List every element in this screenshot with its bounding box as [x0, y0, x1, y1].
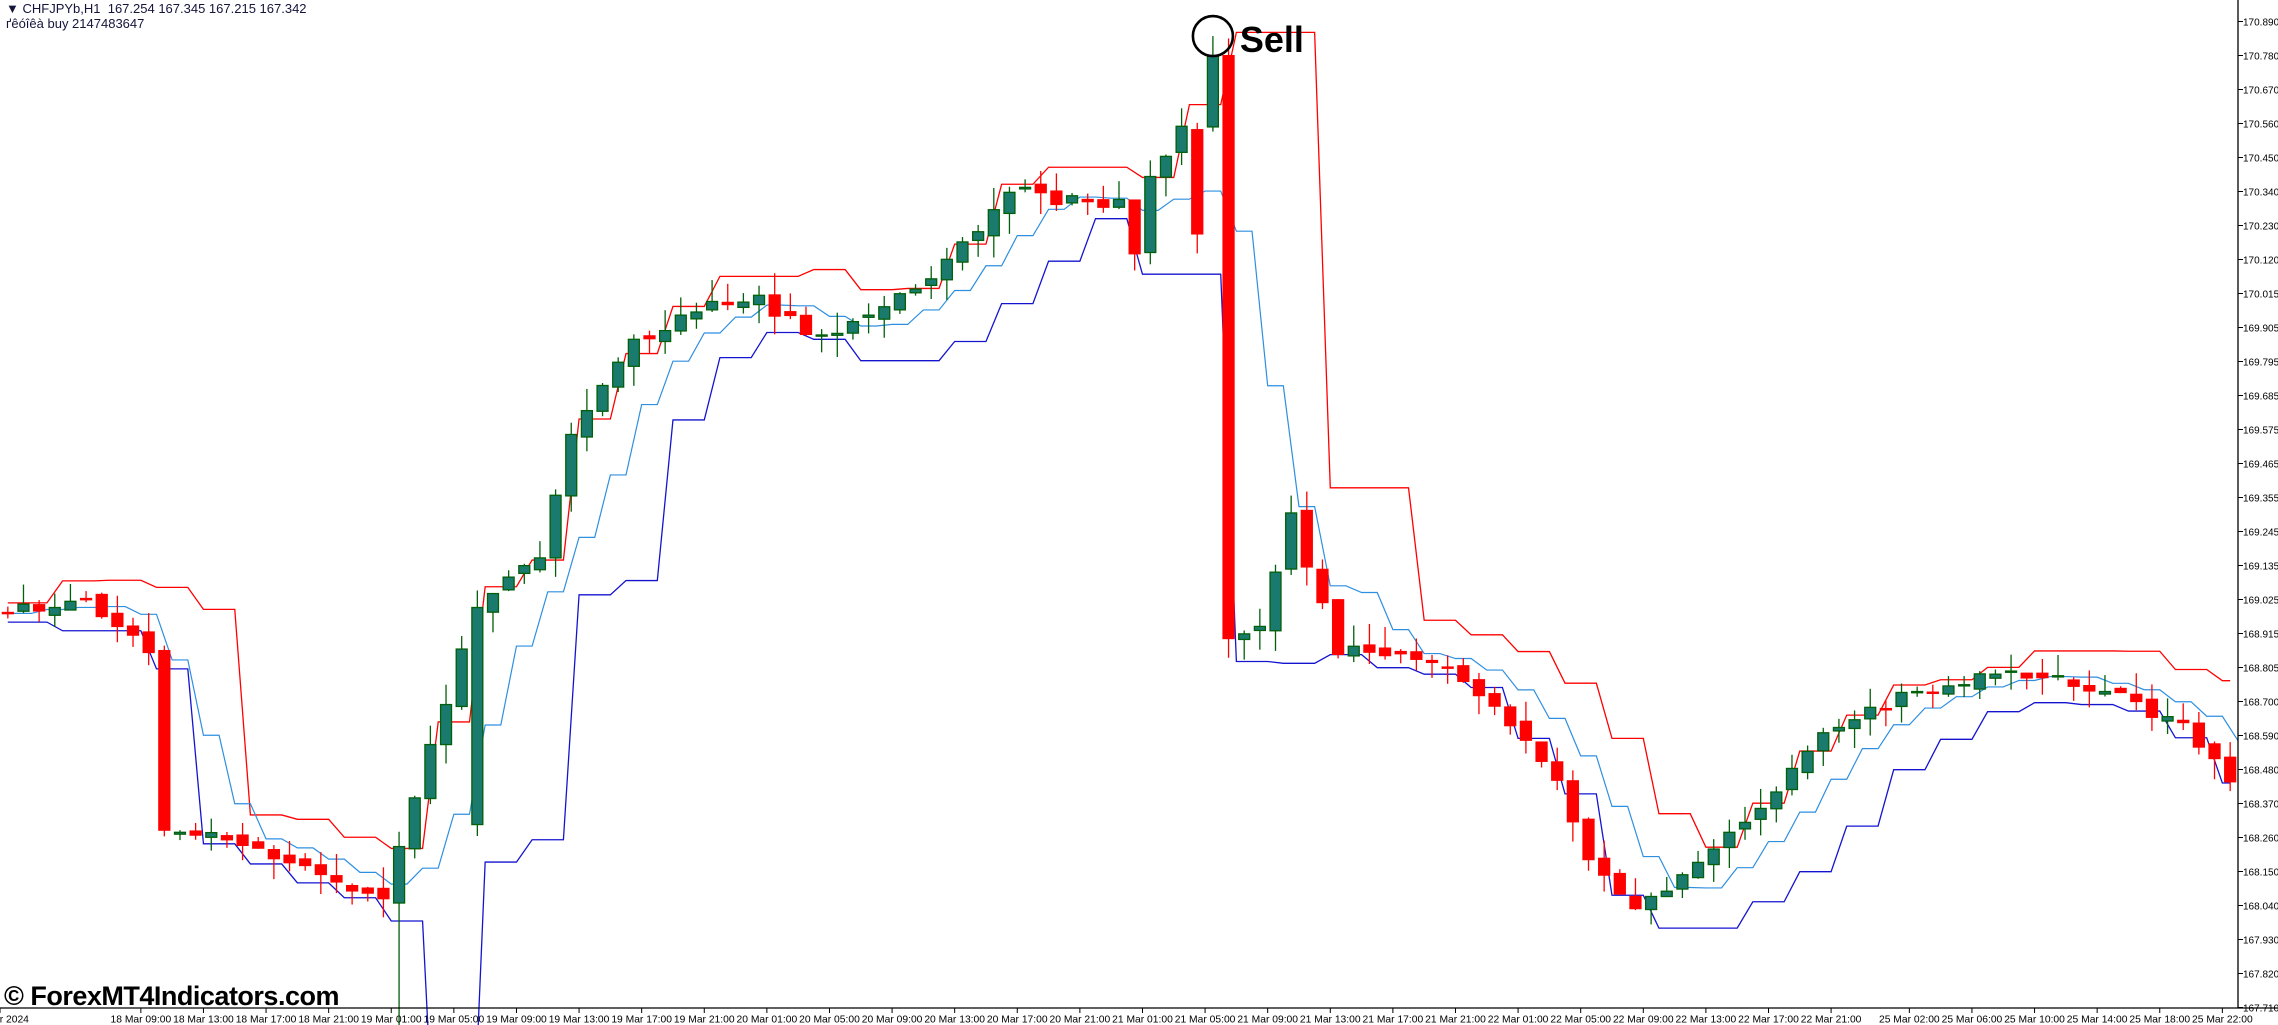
svg-text:21 Mar 09:00: 21 Mar 09:00 [1237, 1015, 1298, 1025]
svg-text:20 Mar 17:00: 20 Mar 17:00 [987, 1015, 1048, 1025]
svg-text:168.040: 168.040 [2243, 902, 2278, 913]
svg-text:168.700: 168.700 [2243, 698, 2278, 709]
svg-text:25 Mar 14:00: 25 Mar 14:00 [2067, 1015, 2128, 1025]
svg-text:25 Mar 02:00: 25 Mar 02:00 [1879, 1015, 1940, 1025]
svg-text:22 Mar 09:00: 22 Mar 09:00 [1613, 1015, 1674, 1025]
svg-text:25 Mar 22:00: 25 Mar 22:00 [2192, 1015, 2253, 1025]
svg-text:22 Mar 17:00: 22 Mar 17:00 [1738, 1015, 1799, 1025]
svg-text:169.025: 169.025 [2243, 596, 2278, 607]
svg-text:169.135: 169.135 [2243, 562, 2278, 573]
svg-text:20 Mar 21:00: 20 Mar 21:00 [1050, 1015, 1111, 1025]
svg-text:167.710: 167.710 [2243, 1004, 2278, 1015]
svg-text:170.340: 170.340 [2243, 188, 2278, 199]
svg-text:170.780: 170.780 [2243, 52, 2278, 63]
svg-text:19 Mar 21:00: 19 Mar 21:00 [674, 1015, 735, 1025]
svg-text:20 Mar 01:00: 20 Mar 01:00 [737, 1015, 798, 1025]
svg-text:170.230: 170.230 [2243, 222, 2278, 233]
svg-text:18 Mar 2024: 18 Mar 2024 [0, 1015, 29, 1025]
svg-text:21 Mar 21:00: 21 Mar 21:00 [1425, 1015, 1486, 1025]
svg-text:22 Mar 13:00: 22 Mar 13:00 [1676, 1015, 1737, 1025]
svg-text:168.150: 168.150 [2243, 868, 2278, 879]
svg-text:Sell: Sell [1240, 19, 1304, 60]
svg-text:25 Mar 10:00: 25 Mar 10:00 [2004, 1015, 2065, 1025]
svg-text:169.355: 169.355 [2243, 494, 2278, 505]
svg-text:170.450: 170.450 [2243, 154, 2278, 165]
svg-text:18 Mar 17:00: 18 Mar 17:00 [236, 1015, 297, 1025]
svg-text:21 Mar 13:00: 21 Mar 13:00 [1300, 1015, 1361, 1025]
svg-text:19 Mar 17:00: 19 Mar 17:00 [611, 1015, 672, 1025]
svg-text:18 Mar 21:00: 18 Mar 21:00 [298, 1015, 359, 1025]
svg-text:20 Mar 09:00: 20 Mar 09:00 [862, 1015, 923, 1025]
svg-text:19 Mar 13:00: 19 Mar 13:00 [549, 1015, 610, 1025]
svg-text:25 Mar 06:00: 25 Mar 06:00 [1942, 1015, 2003, 1025]
svg-text:19 Mar 01:00: 19 Mar 01:00 [361, 1015, 422, 1025]
svg-text:20 Mar 05:00: 20 Mar 05:00 [799, 1015, 860, 1025]
svg-text:19 Mar 05:00: 19 Mar 05:00 [424, 1015, 485, 1025]
svg-text:168.370: 168.370 [2243, 800, 2278, 811]
svg-text:169.795: 169.795 [2243, 358, 2278, 369]
svg-text:22 Mar 01:00: 22 Mar 01:00 [1488, 1015, 1549, 1025]
svg-text:168.590: 168.590 [2243, 732, 2278, 743]
svg-text:22 Mar 21:00: 22 Mar 21:00 [1801, 1015, 1862, 1025]
svg-text:169.905: 169.905 [2243, 324, 2278, 335]
svg-text:21 Mar 05:00: 21 Mar 05:00 [1175, 1015, 1236, 1025]
svg-text:19 Mar 09:00: 19 Mar 09:00 [486, 1015, 547, 1025]
svg-text:21 Mar 17:00: 21 Mar 17:00 [1363, 1015, 1424, 1025]
svg-text:169.245: 169.245 [2243, 528, 2278, 539]
svg-text:168.805: 168.805 [2243, 664, 2278, 675]
svg-text:170.015: 170.015 [2243, 290, 2278, 301]
svg-text:18 Mar 09:00: 18 Mar 09:00 [111, 1015, 172, 1025]
svg-text:25 Mar 18:00: 25 Mar 18:00 [2129, 1015, 2190, 1025]
svg-text:22 Mar 05:00: 22 Mar 05:00 [1550, 1015, 1611, 1025]
svg-text:170.560: 170.560 [2243, 120, 2278, 131]
svg-text:169.575: 169.575 [2243, 426, 2278, 437]
svg-text:167.930: 167.930 [2243, 936, 2278, 947]
svg-text:168.480: 168.480 [2243, 766, 2278, 777]
svg-text:167.820: 167.820 [2243, 970, 2278, 981]
svg-text:168.260: 168.260 [2243, 834, 2278, 845]
svg-text:170.670: 170.670 [2243, 86, 2278, 97]
svg-text:168.915: 168.915 [2243, 630, 2278, 641]
svg-text:20 Mar 13:00: 20 Mar 13:00 [924, 1015, 985, 1025]
svg-text:169.465: 169.465 [2243, 460, 2278, 471]
svg-text:21 Mar 01:00: 21 Mar 01:00 [1112, 1015, 1173, 1025]
svg-text:18 Mar 13:00: 18 Mar 13:00 [173, 1015, 234, 1025]
svg-text:169.685: 169.685 [2243, 392, 2278, 403]
svg-text:170.120: 170.120 [2243, 256, 2278, 267]
svg-text:170.890: 170.890 [2243, 18, 2278, 29]
